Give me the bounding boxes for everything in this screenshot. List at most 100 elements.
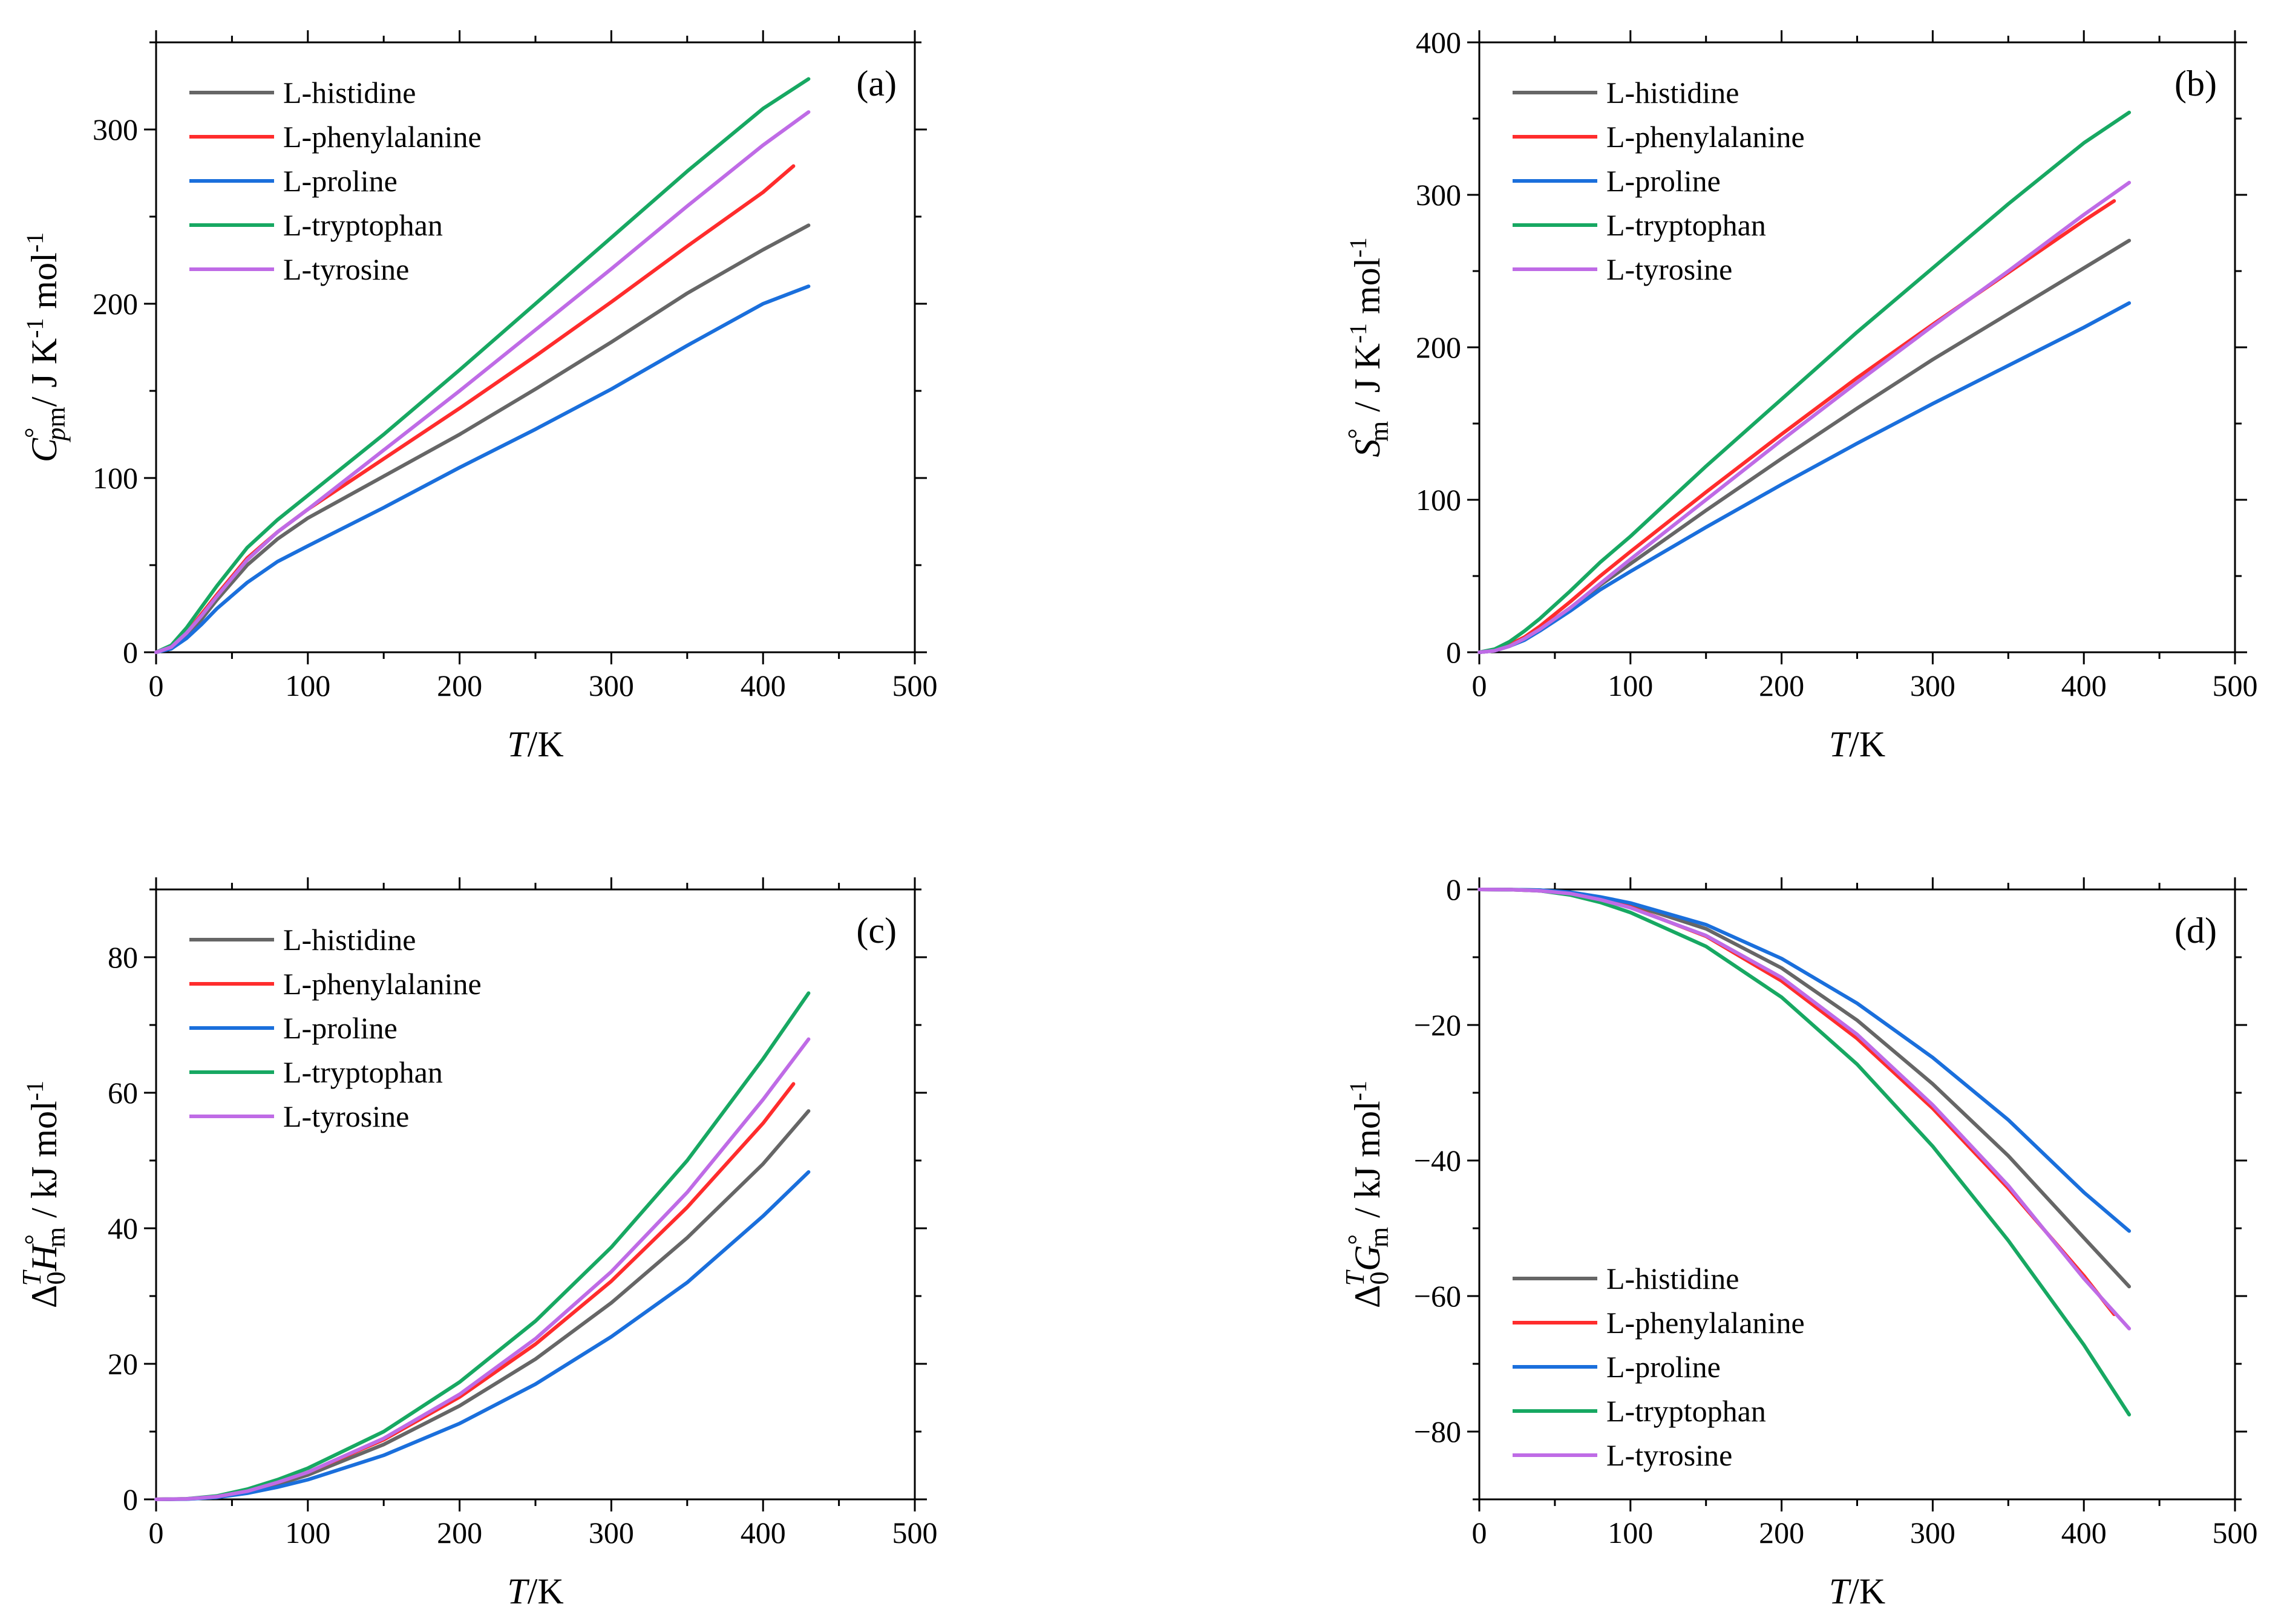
series-line-l-tryptophan [154, 77, 811, 654]
legend-label: L-proline [283, 1011, 398, 1045]
legend-label: L-tryptophan [1606, 208, 1766, 242]
x-tick-label: 400 [741, 1516, 786, 1550]
legend-label: L-phenylalanine [1606, 1306, 1805, 1340]
x-tick-label: 200 [437, 1516, 482, 1550]
legend: L-histidine L-phenylalanine L-proline L-try… [1513, 1262, 1805, 1472]
x-tick-label: 200 [437, 669, 482, 702]
x-axis-title: T/K [1829, 1571, 1885, 1611]
y-tick-label: 200 [93, 287, 138, 321]
series-line-l-tyrosine [1477, 180, 2132, 654]
y-axis-title: C°pm/ J K-1 mol-1 [19, 232, 71, 462]
series-line-l-proline [154, 284, 811, 654]
x-tick-label: 300 [1910, 669, 1955, 702]
x-tick-label: 0 [1472, 669, 1487, 702]
legend: L-histidine L-phenylalanine L-proline L-try… [1513, 76, 1805, 286]
y-tick-label: 100 [93, 461, 138, 495]
y-axis-title: Δ0TH°m / kJ mol-1 [17, 1081, 71, 1308]
series-line-l-histidine [1477, 888, 2132, 1289]
x-tick-label: 100 [1608, 669, 1653, 702]
x-axis-title: T/K [1829, 724, 1885, 764]
x-tick-label: 500 [892, 669, 938, 702]
series-line-l-histidine [1477, 238, 2132, 654]
legend-label: L-tyrosine [1606, 1438, 1732, 1472]
x-tick-label: 400 [741, 669, 786, 702]
series-line-l-tyrosine [154, 110, 811, 654]
series-line-l-tryptophan [1477, 110, 2132, 654]
panel-label: (b) [2174, 64, 2217, 103]
x-tick-label: 200 [1759, 1516, 1804, 1550]
y-tick-label: 100 [1416, 483, 1461, 517]
x-tick-label: 300 [1910, 1516, 1955, 1550]
y-tick-label: 40 [108, 1211, 138, 1245]
panel-label: (c) [856, 911, 897, 951]
legend-label: L-histidine [283, 923, 416, 957]
y-tick-label: −60 [1414, 1279, 1461, 1313]
series-line-l-proline [1477, 301, 2132, 654]
legend-label: L-proline [1606, 1350, 1721, 1384]
y-tick-label: 20 [108, 1347, 138, 1381]
x-tick-label: 300 [589, 669, 634, 702]
chart-panel-a: 0 100 200 300 400 500 0 100 200 300 L-histidine L-p… [19, 30, 938, 764]
legend: L-histidine L-phenylalanine L-proline L-try… [189, 76, 482, 286]
chart-panel-d: 0 100 200 300 400 500 0 −20 −40 −60 −80 L-histidine… [1340, 873, 2258, 1611]
y-tick-label: −20 [1414, 1008, 1461, 1042]
legend-label: L-proline [283, 164, 398, 198]
y-tick-label: 300 [93, 113, 138, 146]
series-line-l-tryptophan [154, 991, 811, 1501]
y-axis-title: S°m / J K-1 mol-1 [1343, 237, 1394, 457]
legend-label: L-tyrosine [1606, 252, 1732, 286]
legend-label: L-tryptophan [283, 1055, 443, 1089]
series-line-l-tyrosine [154, 1037, 811, 1501]
x-axis-title: T/K [507, 1571, 563, 1611]
y-tick-label: 300 [1416, 178, 1461, 212]
series-line-l-phenylalanine [1477, 888, 2116, 1317]
x-tick-label: 0 [1472, 1516, 1487, 1550]
y-tick-label: 0 [123, 635, 138, 669]
x-tick-label: 100 [285, 1516, 330, 1550]
legend-label: L-tyrosine [283, 1099, 409, 1133]
series-line-l-proline [154, 1170, 811, 1501]
legend-label: L-phenylalanine [283, 120, 482, 154]
x-tick-label: 500 [2213, 1516, 2258, 1550]
series-line-l-histidine [154, 223, 811, 654]
y-axis-title: Δ0TG°m / kJ mol-1 [1340, 1081, 1394, 1308]
x-axis-title: T/K [507, 724, 563, 764]
x-tick-label: 400 [2061, 1516, 2107, 1550]
y-tick-label: 60 [108, 1076, 138, 1110]
y-tick-label: 80 [108, 940, 138, 974]
x-tick-label: 500 [2213, 669, 2258, 702]
plot-frame [155, 41, 916, 653]
y-tick-label: 0 [123, 1482, 138, 1516]
chart-panel-b: 0 100 200 300 400 500 0 100 200 300 400 L-histidine… [1343, 25, 2258, 764]
x-tick-label: 200 [1759, 669, 1804, 702]
plot-frame [1478, 41, 2236, 653]
panel-label: (d) [2174, 911, 2217, 951]
legend-label: L-tryptophan [283, 208, 443, 242]
series-line-l-histidine [154, 1109, 811, 1501]
y-tick-label: 200 [1416, 330, 1461, 364]
legend: L-histidine L-phenylalanine L-proline L-try… [189, 923, 482, 1133]
y-tick-label: 0 [1446, 873, 1461, 906]
legend-label: L-phenylalanine [1606, 120, 1805, 154]
x-tick-label: 0 [149, 1516, 164, 1550]
legend-label: L-tyrosine [283, 252, 409, 286]
panel-label: (a) [856, 64, 897, 103]
legend-label: L-histidine [1606, 76, 1739, 110]
legend-label: L-phenylalanine [283, 967, 482, 1001]
y-tick-label: −40 [1414, 1144, 1461, 1177]
chart-panel-c: 0 100 200 300 400 500 0 20 40 60 80 L-histidine L-ph… [17, 877, 938, 1611]
series-line-l-tyrosine [1477, 888, 2132, 1331]
x-tick-label: 400 [2061, 669, 2107, 702]
x-tick-label: 100 [285, 669, 330, 702]
legend-label: L-histidine [1606, 1262, 1739, 1295]
x-tick-label: 100 [1608, 1516, 1653, 1550]
x-tick-label: 300 [589, 1516, 634, 1550]
plot-frame [1478, 888, 2236, 1501]
legend-label: L-histidine [283, 76, 416, 110]
x-tick-label: 0 [149, 669, 164, 702]
y-tick-label: 400 [1416, 25, 1461, 59]
legend-label: L-tryptophan [1606, 1394, 1766, 1428]
y-tick-label: −80 [1414, 1415, 1461, 1449]
plot-frame [155, 888, 916, 1501]
